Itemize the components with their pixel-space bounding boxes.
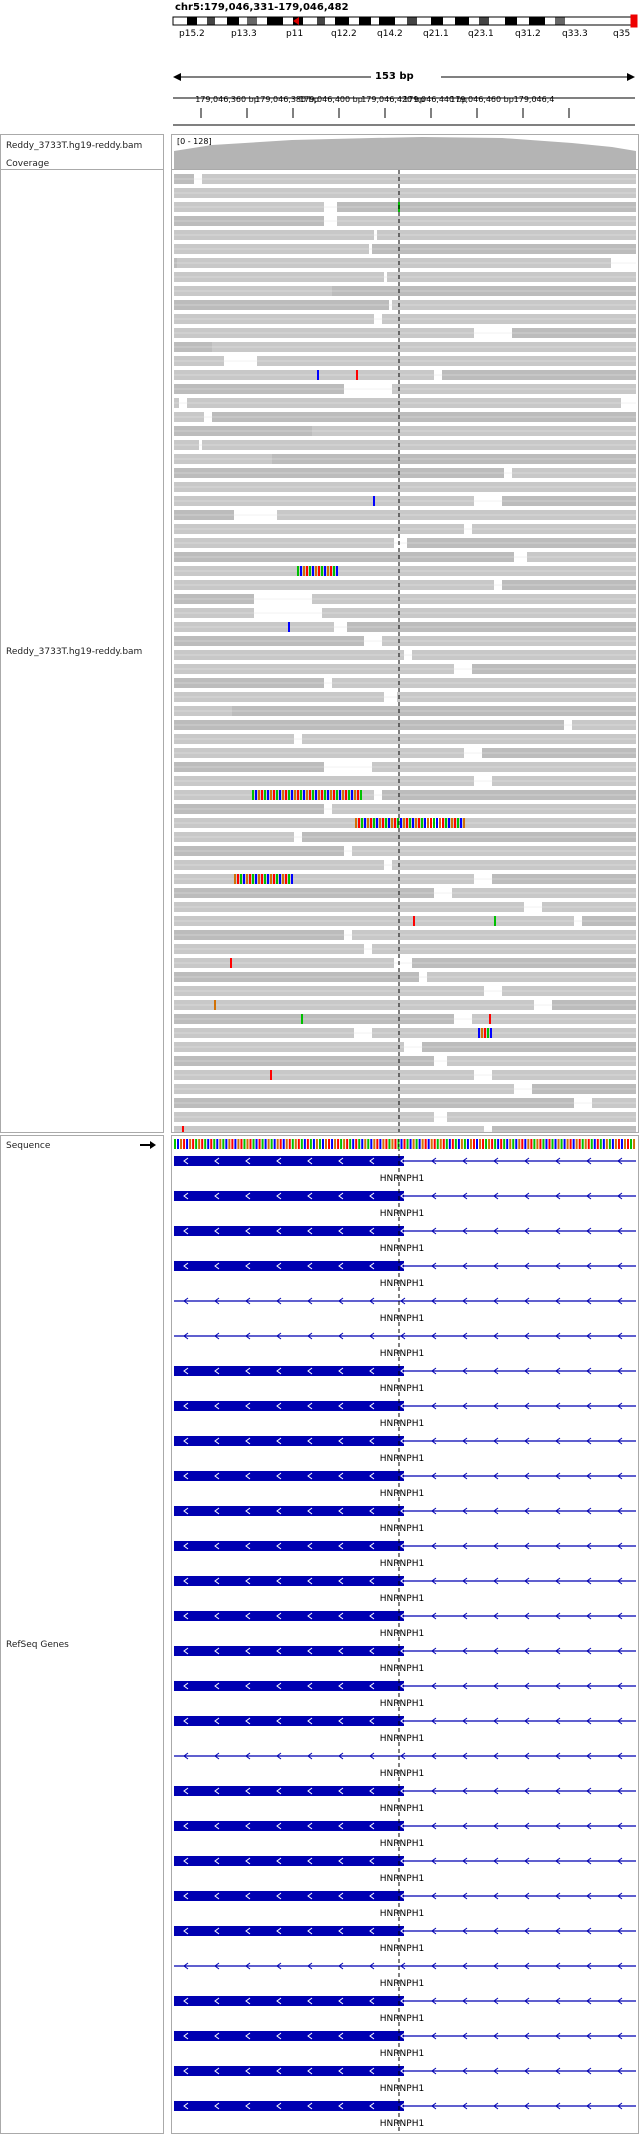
ruler-tick-label: 179,046,380 bp [255, 95, 319, 104]
gene-label: HNRNPH1 [380, 1979, 424, 1989]
gene-label: HNRNPH1 [380, 1349, 424, 1359]
gene-label: HNRNPH1 [380, 2014, 424, 2024]
span-arrow [173, 73, 635, 81]
exon [174, 2101, 404, 2111]
alignment-track-name[interactable]: Reddy_3733T.hg19-reddy.bam [6, 647, 143, 657]
band-label: q21.1 [423, 29, 449, 39]
band-label: p11 [286, 29, 303, 39]
exon [174, 1506, 404, 1516]
gene-label: HNRNPH1 [380, 1174, 424, 1184]
coverage-track-name[interactable]: Reddy_3733T.hg19-reddy.bam Coverage [6, 141, 143, 169]
gene-label: HNRNPH1 [380, 2049, 424, 2059]
exon [174, 1996, 404, 2006]
sequence-track-name[interactable]: Sequence [6, 1141, 51, 1151]
gene-label: HNRNPH1 [380, 1629, 424, 1639]
gene-label: HNRNPH1 [380, 2119, 424, 2129]
gene-label: HNRNPH1 [380, 1699, 424, 1709]
exon [174, 1436, 404, 1446]
gene-label: HNRNPH1 [380, 1279, 424, 1289]
exon [174, 1156, 404, 1166]
coverage-track[interactable]: [0 - 128] [171, 134, 639, 170]
exon [174, 1716, 404, 1726]
gene-label: HNRNPH1 [380, 1944, 424, 1954]
strand-arrow-icon[interactable] [139, 1140, 157, 1150]
feature-name-panel: Sequence RefSeq Genes [0, 1135, 164, 2134]
gene-label: HNRNPH1 [380, 1839, 424, 1849]
gene-label: HNRNPH1 [380, 1769, 424, 1779]
span-label: 153 bp [375, 71, 414, 82]
exon [174, 1226, 404, 1236]
gene-label: HNRNPH1 [380, 2084, 424, 2094]
exon [174, 1541, 404, 1551]
gene-label: HNRNPH1 [380, 1524, 424, 1534]
refseq-track[interactable]: HNRNPH1 HNRNPH1 HNRNPH1 HNRNPH1 HNRNPH1 HNRNP… [172, 1154, 639, 2134]
exon [174, 1891, 404, 1901]
band-label: p15.2 [179, 29, 205, 39]
exon [174, 1366, 404, 1376]
refseq-track-name[interactable]: RefSeq Genes [6, 1640, 69, 1650]
gene-label: HNRNPH1 [380, 1804, 424, 1814]
gene-label: HNRNPH1 [380, 1909, 424, 1919]
band-label: q12.2 [331, 29, 357, 39]
ruler-tick-label: 179,046,4 [514, 95, 555, 104]
exon [174, 1856, 404, 1866]
gene-label: HNRNPH1 [380, 1874, 424, 1884]
exon [174, 1646, 404, 1656]
gene-label: HNRNPH1 [380, 1384, 424, 1394]
header-panel: chr5:179,046,331-179,046,482 p15.2 p13.3 p… [0, 0, 640, 130]
exon [174, 2066, 404, 2076]
ruler-tick-label: 179,046,440 bp [403, 95, 467, 104]
exon [174, 1191, 404, 1201]
band-label: q33.3 [562, 29, 588, 39]
coverage-name-panel: Reddy_3733T.hg19-reddy.bam Coverage [0, 134, 164, 170]
alignment-track[interactable] [171, 170, 639, 1133]
alignment-name-panel: Reddy_3733T.hg19-reddy.bam [0, 170, 164, 1133]
gene-label: HNRNPH1 [380, 1209, 424, 1219]
ruler-tick-label: 179,046,400 bp [299, 95, 363, 104]
exon [174, 1786, 404, 1796]
band-label: q35 [613, 29, 630, 39]
gene-label: HNRNPH1 [380, 1594, 424, 1604]
gene-label: HNRNPH1 [380, 1314, 424, 1324]
gene-label: HNRNPH1 [380, 1559, 424, 1569]
exon [174, 1821, 404, 1831]
locus-label: chr5:179,046,331-179,046,482 [175, 2, 349, 13]
gene-label: HNRNPH1 [380, 1489, 424, 1499]
exon [174, 1611, 404, 1621]
band-label: q23.1 [468, 29, 494, 39]
feature-track-panel[interactable]: HNRNPH1 HNRNPH1 HNRNPH1 HNRNPH1 HNRNPH1 HNRNP… [171, 1135, 639, 2134]
gene-label: HNRNPH1 [380, 1244, 424, 1254]
ruler-tick-label: 179,046,460 bp [450, 95, 514, 104]
band-label: q31.2 [515, 29, 541, 39]
gene-label: HNRNPH1 [380, 1419, 424, 1429]
ruler-tick-label: 179,046,360 bp [195, 95, 259, 104]
ruler-tick-label: 179,046,420 bp [361, 95, 425, 104]
band-label: p13.3 [231, 29, 257, 39]
gene-label: HNRNPH1 [380, 1664, 424, 1674]
exon [174, 1926, 404, 1936]
exon [174, 2031, 404, 2041]
exon [174, 1261, 404, 1271]
gene-label: HNRNPH1 [380, 1734, 424, 1744]
coverage-range: [0 - 128] [177, 137, 212, 146]
exon [174, 1471, 404, 1481]
chromosome-ideogram[interactable]: p15.2 p13.3 p11 q12.2 q14.2 q21.1 q23.1 q31.2 q3… [171, 14, 639, 40]
band-label: q14.2 [377, 29, 403, 39]
exon [174, 1401, 404, 1411]
exon [174, 1681, 404, 1691]
gene-label: HNRNPH1 [380, 1454, 424, 1464]
exon [174, 1576, 404, 1586]
sequence-track[interactable] [172, 1139, 639, 1151]
